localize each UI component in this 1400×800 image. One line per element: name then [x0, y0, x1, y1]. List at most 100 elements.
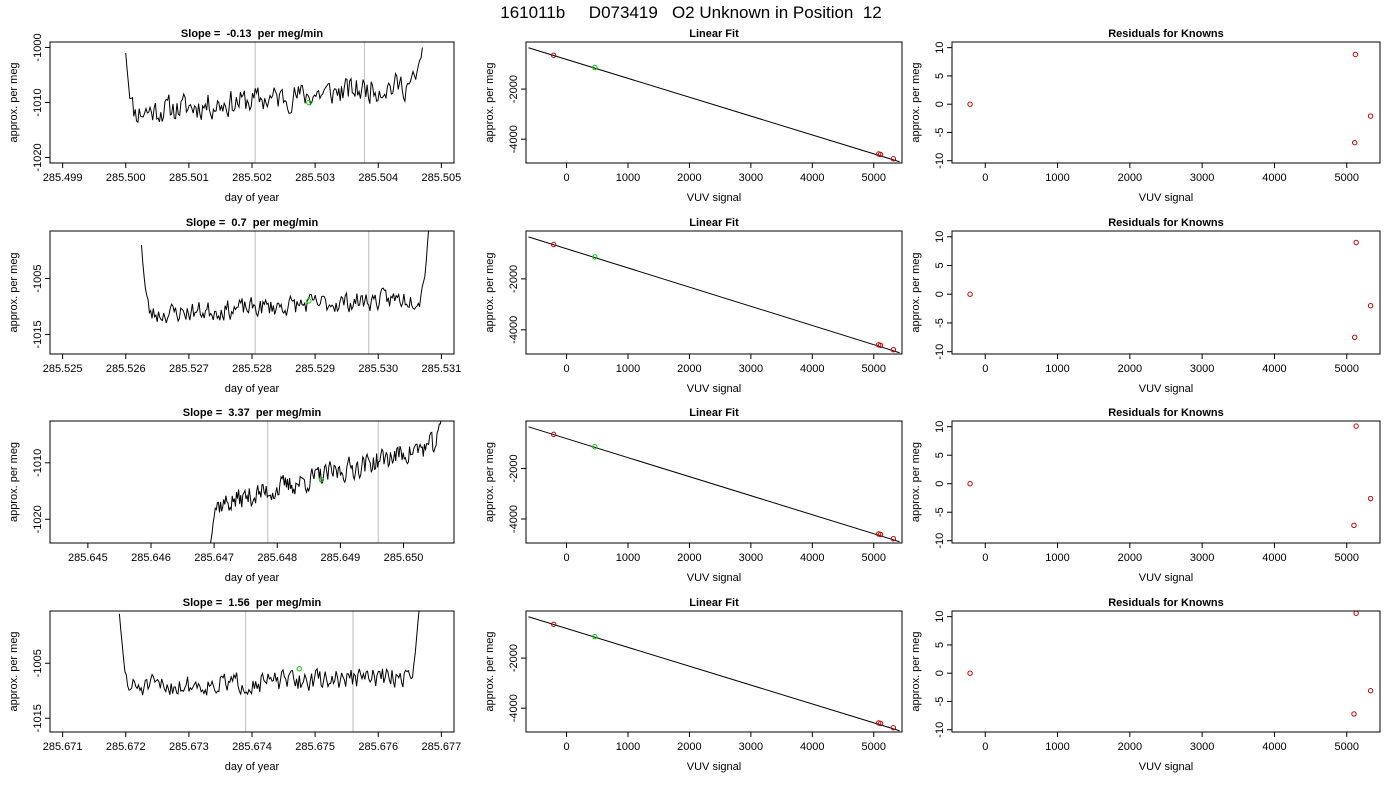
data-trace-line	[125, 47, 423, 124]
panel-title: Residuals for Knowns	[1108, 28, 1224, 40]
y-tick-label: 10	[934, 231, 946, 243]
known-point-marker	[890, 346, 897, 353]
y-tick-label: -1005	[32, 649, 44, 677]
y-tick-label: 5	[934, 262, 946, 268]
residual-point-marker	[1351, 522, 1357, 529]
plot-area	[967, 611, 1374, 717]
y-tick-label: 10	[934, 421, 946, 433]
x-axis-label: day of year	[225, 572, 280, 584]
x-tick-label: 4000	[1262, 363, 1286, 375]
x-tick-label: 3000	[1190, 741, 1214, 753]
plot-frame	[951, 420, 1381, 544]
y-tick-label: -10	[934, 722, 946, 738]
x-tick-label: 285.677	[421, 741, 461, 753]
x-tick-label: 285.499	[43, 172, 83, 184]
y-axis-label: approx. per meg	[8, 62, 20, 142]
y-tick-label: -4000	[508, 694, 520, 722]
x-tick-label: 1000	[1045, 172, 1069, 184]
y-tick-label: 10	[934, 42, 946, 54]
x-axis-label: day of year	[225, 383, 280, 395]
x-tick-label: 0	[563, 363, 569, 375]
y-tick-label: 0	[934, 291, 946, 297]
x-tick-label: 1000	[1045, 741, 1069, 753]
y-tick-label: -4000	[508, 505, 520, 533]
chart-panel-r2c1: Slope = 0.7 per meg/min 285.525 285.526 285…	[8, 217, 461, 395]
residual-point-marker	[1351, 139, 1358, 146]
fit-line	[528, 236, 900, 354]
residual-point-marker	[1353, 239, 1359, 246]
x-tick-label: 3000	[1190, 172, 1214, 184]
residual-point-marker	[1367, 113, 1374, 119]
x-axis-label: day of year	[225, 192, 280, 204]
x-tick-label: 285.504	[358, 172, 398, 184]
y-tick-label: -2000	[508, 75, 520, 103]
fit-line	[528, 616, 900, 732]
x-tick-label: 285.527	[169, 363, 209, 375]
plot-area	[210, 421, 442, 543]
y-tick-label: 0	[934, 481, 946, 487]
x-tick-label: 2000	[1118, 741, 1142, 753]
panel-title: Linear Fit	[689, 597, 739, 609]
x-tick-label: 1000	[616, 741, 640, 753]
x-tick-label: 5000	[1335, 552, 1359, 564]
y-axis-label: approx. per meg	[8, 442, 20, 522]
plot-frame	[951, 230, 1381, 355]
y-axis-label: approx. per meg	[910, 631, 922, 711]
x-tick-label: 3000	[739, 363, 763, 375]
y-tick-label: -5	[934, 318, 946, 328]
y-tick-label: -10	[934, 153, 946, 169]
panel-title: Residuals for Knowns	[1108, 217, 1224, 229]
x-tick-label: 5000	[1335, 363, 1359, 375]
y-axis-label: approx. per meg	[484, 62, 496, 142]
residual-point-marker	[1367, 303, 1374, 309]
x-tick-label: 2000	[1118, 363, 1142, 375]
plot-frame	[49, 41, 455, 164]
known-point-marker	[550, 621, 557, 627]
x-tick-label: 285.526	[106, 363, 146, 375]
x-tick-label: 285.648	[257, 552, 297, 564]
x-tick-label: 3000	[739, 172, 763, 184]
x-tick-label: 285.528	[232, 363, 272, 375]
chart-panel-r4c3: Residuals for Knowns 0 1000 2000 3000 4000 500…	[910, 597, 1381, 773]
y-tick-label: -2000	[508, 265, 520, 293]
x-axis-label: day of year	[225, 761, 280, 773]
y-axis-label: approx. per meg	[484, 631, 496, 711]
y-tick-label: -4000	[508, 125, 520, 153]
x-tick-label: 285.531	[421, 363, 461, 375]
plot-area	[967, 51, 1374, 146]
unknown-point-marker	[318, 477, 325, 483]
x-tick-label: 2000	[1118, 172, 1142, 184]
y-tick-label: 5	[934, 73, 946, 79]
residual-point-marker	[967, 481, 973, 487]
x-tick-label: 0	[563, 552, 569, 564]
chart-panel-r1c3: Residuals for Knowns 0 1000 2000 3000 4000 500…	[910, 28, 1381, 204]
plot-area	[141, 231, 429, 354]
plot-area	[125, 42, 423, 163]
y-axis-label: approx. per meg	[910, 62, 922, 142]
x-tick-label: 4000	[800, 363, 824, 375]
known-point-marker	[877, 342, 884, 349]
y-tick-label: 5	[934, 642, 946, 648]
y-tick-label: -5	[934, 697, 946, 707]
chart-panel-r1c1: Slope = -0.13 per meg/min 285.499 285.500 2…	[8, 28, 461, 204]
unknown-point-marker	[592, 64, 598, 71]
known-point-marker	[550, 241, 557, 248]
x-axis-label: VUV signal	[687, 761, 741, 773]
data-trace-line	[118, 611, 420, 696]
y-tick-label: -2000	[508, 644, 520, 672]
plot-frame	[951, 41, 1381, 164]
x-tick-label: 4000	[1262, 741, 1286, 753]
data-trace-line	[141, 231, 429, 324]
y-tick-label: -1000	[32, 33, 44, 61]
x-tick-label: 285.525	[43, 363, 83, 375]
x-tick-label: 285.672	[106, 741, 146, 753]
x-tick-label: 285.650	[384, 552, 424, 564]
plot-frame	[525, 230, 903, 355]
panel-title: Linear Fit	[689, 407, 739, 419]
x-tick-label: 0	[982, 172, 988, 184]
panel-grid: Slope = -0.13 per meg/min 285.499 285.500 2…	[8, 28, 1381, 773]
x-tick-label: 0	[982, 363, 988, 375]
residual-point-marker	[967, 291, 973, 297]
x-tick-label: 285.647	[194, 552, 234, 564]
